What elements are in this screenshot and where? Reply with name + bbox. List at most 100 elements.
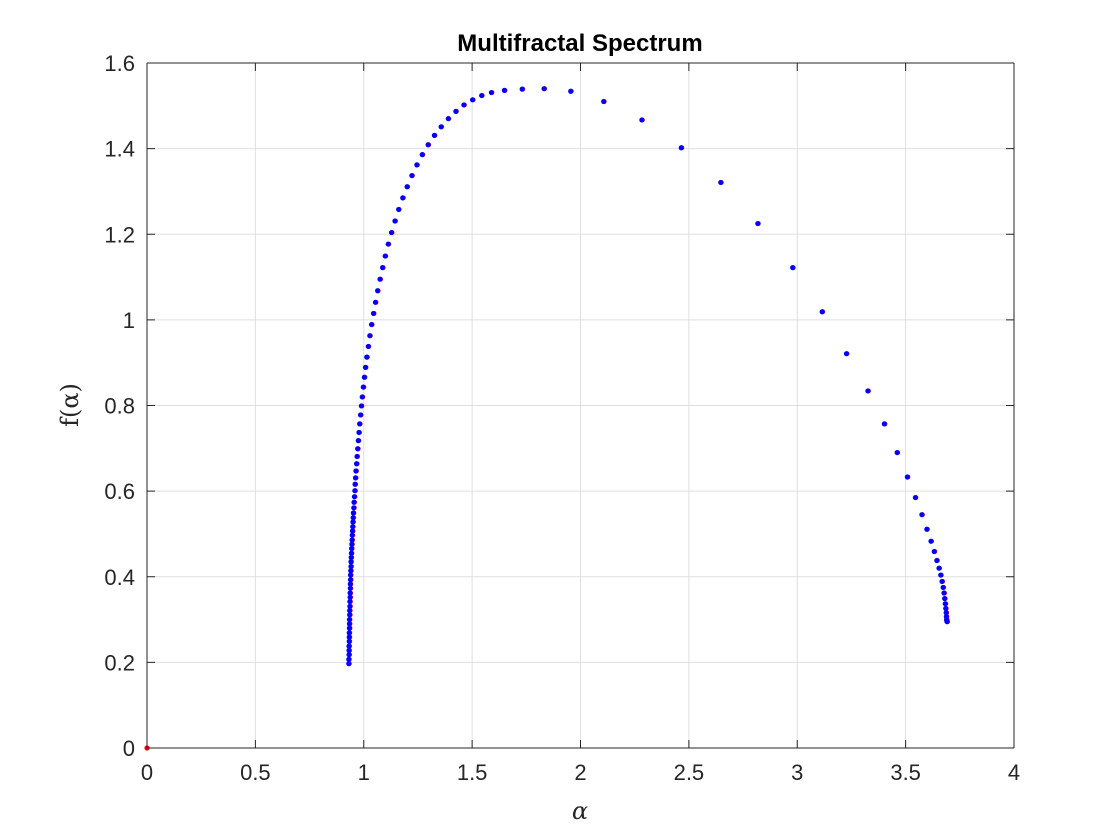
data-point bbox=[365, 343, 371, 350]
data-point bbox=[865, 388, 871, 394]
data-point bbox=[385, 241, 391, 247]
x-tick-label: 2.5 bbox=[674, 760, 705, 785]
y-tick-label: 0 bbox=[123, 736, 135, 761]
data-point bbox=[352, 488, 358, 494]
data-point bbox=[355, 438, 361, 444]
data-point bbox=[347, 581, 353, 587]
data-point bbox=[353, 461, 360, 467]
data-point bbox=[409, 172, 415, 179]
data-point bbox=[639, 117, 645, 123]
data-point bbox=[349, 541, 355, 547]
data-point bbox=[351, 505, 357, 511]
data-point bbox=[352, 481, 358, 487]
x-tick-label: 4 bbox=[1008, 760, 1020, 785]
data-point bbox=[348, 568, 354, 574]
x-tick-label: 0.5 bbox=[240, 760, 271, 785]
data-point bbox=[445, 116, 451, 122]
data-point bbox=[354, 453, 360, 460]
data-point bbox=[924, 526, 930, 532]
y-axis-label: f(α) bbox=[56, 383, 84, 427]
data-point bbox=[346, 634, 352, 640]
data-point bbox=[938, 572, 944, 578]
data-point bbox=[356, 429, 362, 436]
data-point bbox=[382, 253, 388, 259]
data-point bbox=[941, 590, 947, 596]
data-point bbox=[347, 598, 353, 605]
data-point bbox=[357, 421, 363, 427]
data-point bbox=[501, 87, 508, 93]
data-point bbox=[346, 647, 352, 653]
data-point bbox=[350, 515, 356, 521]
data-point bbox=[346, 616, 353, 623]
data-point bbox=[438, 124, 444, 130]
data-point bbox=[431, 132, 438, 138]
y-tick-label: 1 bbox=[123, 308, 135, 333]
x-tick-label: 2 bbox=[574, 760, 586, 785]
data-point bbox=[718, 179, 724, 186]
chart-title: Multifractal Spectrum bbox=[457, 30, 702, 57]
data-point bbox=[346, 661, 352, 667]
data-point bbox=[392, 218, 398, 224]
data-point bbox=[346, 656, 352, 662]
x-tick-label: 1.5 bbox=[457, 760, 488, 785]
data-point bbox=[349, 528, 356, 534]
data-point bbox=[904, 474, 910, 480]
data-point bbox=[601, 98, 607, 105]
data-point bbox=[936, 565, 942, 571]
data-point bbox=[404, 184, 410, 190]
data-point bbox=[488, 89, 495, 96]
data-point bbox=[396, 206, 402, 213]
data-point bbox=[358, 403, 364, 409]
data-point bbox=[347, 603, 353, 609]
data-point bbox=[350, 524, 356, 530]
data-point bbox=[469, 97, 476, 103]
data-point bbox=[790, 265, 796, 271]
data-point bbox=[479, 92, 485, 99]
data-point bbox=[541, 86, 547, 92]
data-point bbox=[359, 394, 365, 400]
data-point bbox=[351, 499, 357, 505]
y-tick-label: 0.2 bbox=[104, 650, 135, 675]
data-point bbox=[678, 145, 684, 151]
data-point bbox=[346, 621, 353, 627]
grid-lines bbox=[147, 63, 1014, 748]
data-point bbox=[348, 563, 354, 570]
data-point bbox=[347, 590, 353, 596]
data-point bbox=[819, 309, 825, 315]
data-point bbox=[346, 630, 352, 636]
tick-labels: 0 0.5 1 1.5 2 2.5 3 3.5 4 0 0.2 0.4 0.6 0.8 1 1.2 1.4 1.6 bbox=[104, 51, 1020, 785]
data-point bbox=[357, 412, 364, 418]
data-point bbox=[347, 607, 353, 614]
data-point bbox=[388, 229, 395, 236]
data-point bbox=[346, 625, 353, 631]
data-point bbox=[347, 612, 353, 618]
data-point bbox=[928, 538, 934, 544]
data-point bbox=[400, 195, 406, 201]
data-point bbox=[912, 494, 918, 501]
data-point bbox=[346, 643, 352, 649]
data-point bbox=[351, 494, 358, 500]
y-tick-label: 0.6 bbox=[104, 479, 135, 504]
data-point bbox=[375, 288, 381, 294]
y-tick-label: 0.4 bbox=[104, 565, 135, 590]
data-point bbox=[519, 86, 525, 92]
data-point bbox=[347, 577, 354, 583]
data-point bbox=[940, 584, 946, 591]
data-point bbox=[943, 605, 949, 612]
data-point bbox=[414, 162, 420, 168]
data-point bbox=[346, 638, 352, 644]
data-point bbox=[364, 354, 370, 360]
data-point bbox=[368, 321, 375, 328]
data-point bbox=[360, 384, 366, 390]
data-point bbox=[346, 652, 352, 658]
data-point bbox=[350, 510, 356, 516]
data-point bbox=[942, 595, 948, 602]
data-point bbox=[347, 572, 354, 578]
data-point bbox=[425, 142, 431, 148]
data-point bbox=[943, 610, 949, 616]
data-point bbox=[349, 545, 355, 552]
x-tick-label: 3.5 bbox=[890, 760, 921, 785]
data-point bbox=[453, 108, 459, 114]
